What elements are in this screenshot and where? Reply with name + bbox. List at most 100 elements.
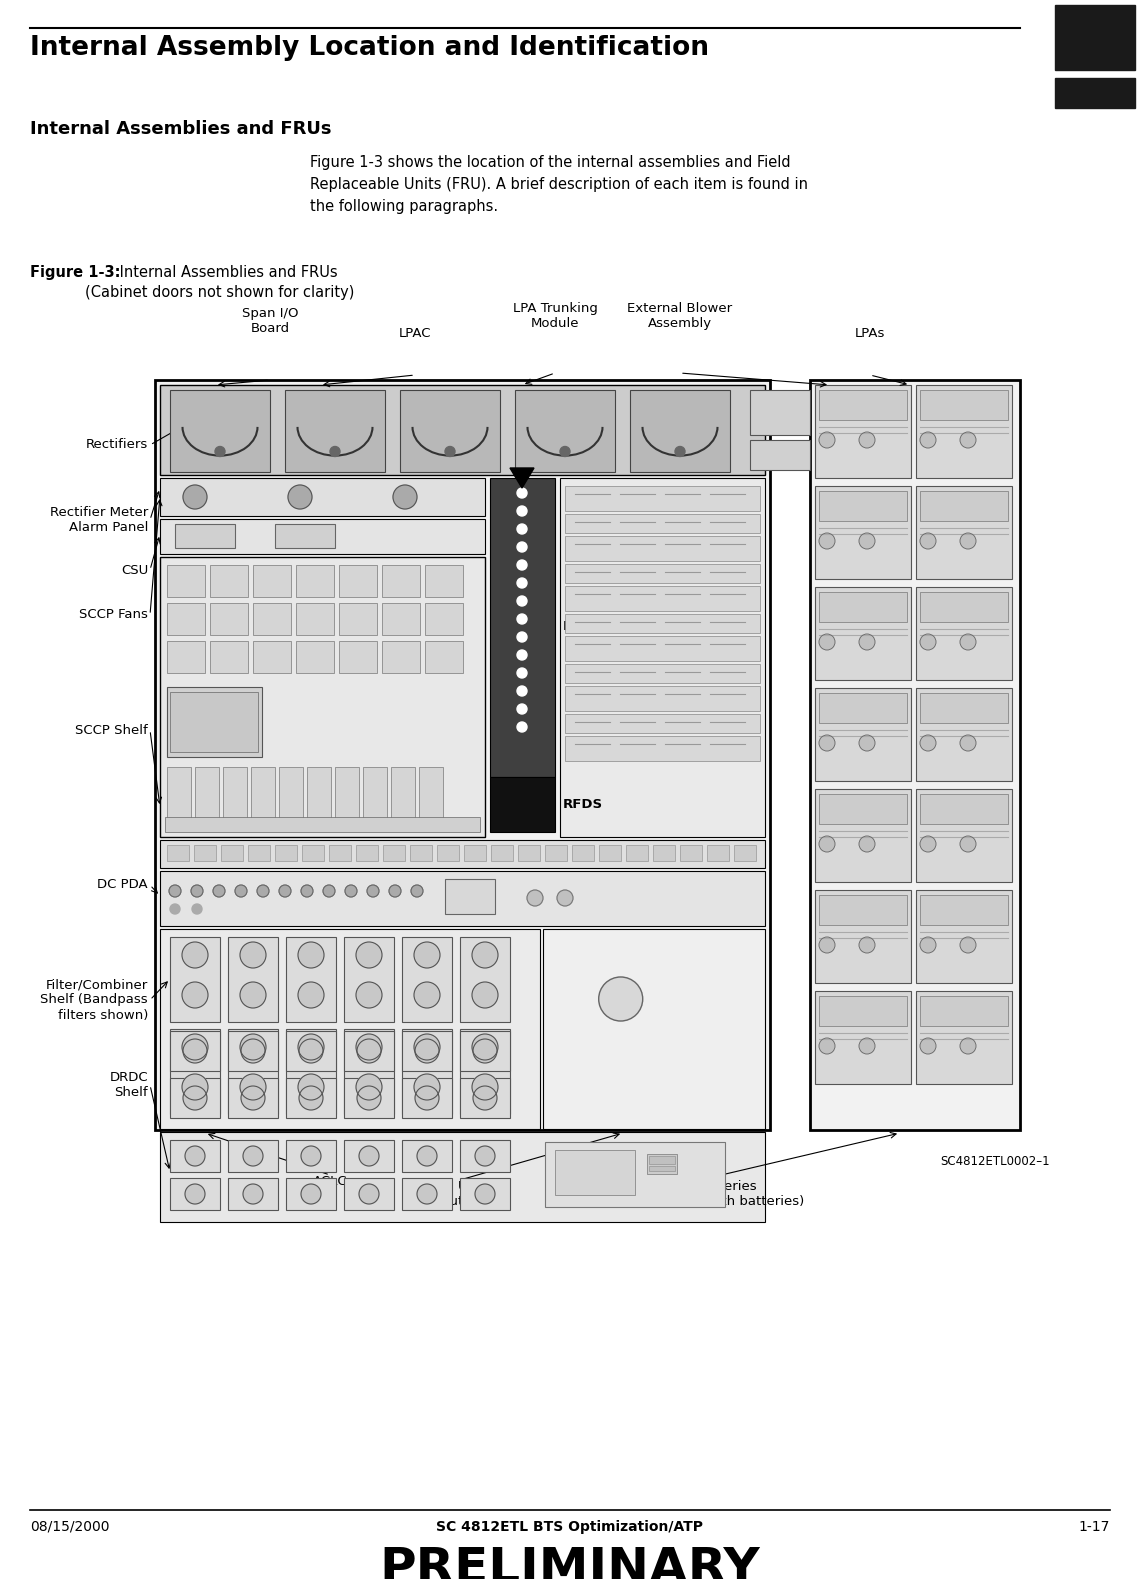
Bar [402, 1031, 451, 1071]
Text: RFDS: RFDS [563, 797, 603, 810]
Circle shape [299, 1039, 323, 1063]
Bar [819, 491, 907, 521]
Circle shape [243, 1184, 263, 1205]
Bar [228, 1030, 278, 1115]
Text: CSU: CSU [121, 564, 148, 576]
Bar [490, 777, 555, 832]
Circle shape [960, 936, 976, 954]
Circle shape [920, 635, 936, 651]
Bar [382, 603, 420, 635]
Text: Backup Batteries
(Heaters underneath batteries): Backup Batteries (Heaters underneath bat… [596, 1180, 804, 1208]
Bar [402, 936, 451, 1022]
Circle shape [241, 1034, 266, 1060]
Bar [402, 1078, 451, 1118]
Circle shape [819, 635, 834, 651]
Bar [286, 1140, 336, 1172]
Bar [750, 390, 811, 434]
Circle shape [518, 524, 527, 534]
Circle shape [415, 1039, 439, 1063]
Bar [491, 845, 513, 861]
Circle shape [329, 447, 340, 456]
Bar [302, 845, 324, 861]
Bar [815, 385, 911, 478]
Bar [296, 565, 334, 597]
Text: SCCP Shelf: SCCP Shelf [75, 723, 148, 736]
Circle shape [288, 485, 312, 508]
Text: SC4812ETL0002–1: SC4812ETL0002–1 [940, 1154, 1050, 1168]
Circle shape [960, 734, 976, 752]
Circle shape [417, 1146, 437, 1165]
Bar [649, 1156, 675, 1164]
Text: Rectifier Meter
Alarm Panel: Rectifier Meter Alarm Panel [50, 505, 148, 534]
Bar [166, 565, 205, 597]
Circle shape [279, 884, 291, 897]
Bar [402, 1178, 451, 1210]
Text: Internal Assemblies and FRUs: Internal Assemblies and FRUs [115, 265, 337, 279]
Bar [356, 845, 378, 861]
Circle shape [472, 943, 498, 968]
Circle shape [301, 1184, 321, 1205]
Circle shape [518, 578, 527, 587]
Bar [545, 1142, 725, 1206]
Bar [815, 587, 911, 681]
Text: 1: 1 [1089, 30, 1101, 49]
Circle shape [518, 561, 527, 570]
Circle shape [298, 1074, 324, 1101]
Circle shape [819, 1037, 834, 1055]
Bar [461, 936, 510, 1022]
Bar [344, 1178, 394, 1210]
Circle shape [184, 1086, 207, 1110]
Circle shape [182, 1034, 207, 1060]
Circle shape [301, 1146, 321, 1165]
Text: 1-17: 1-17 [1078, 1521, 1110, 1535]
Bar [170, 390, 270, 472]
Bar [165, 816, 480, 832]
Bar [819, 996, 907, 1026]
Bar [228, 1078, 278, 1118]
Bar [565, 564, 760, 583]
Circle shape [960, 433, 976, 448]
Bar [228, 1140, 278, 1172]
Circle shape [389, 884, 401, 897]
Bar [160, 928, 540, 1129]
Bar [339, 603, 377, 635]
Circle shape [860, 534, 876, 549]
Bar [170, 1031, 220, 1071]
Bar [565, 636, 760, 662]
Circle shape [860, 433, 876, 448]
Circle shape [557, 891, 573, 906]
Circle shape [182, 982, 207, 1007]
Circle shape [298, 982, 324, 1007]
Text: SC 4812ETL BTS Optimization/ATP: SC 4812ETL BTS Optimization/ATP [437, 1521, 703, 1535]
Bar [630, 390, 730, 472]
Circle shape [356, 1074, 382, 1101]
Circle shape [598, 977, 643, 1022]
Circle shape [472, 1074, 498, 1101]
Bar [707, 845, 728, 861]
Bar [819, 693, 907, 723]
Bar [815, 891, 911, 984]
Bar [734, 845, 756, 861]
Bar [166, 603, 205, 635]
Bar [555, 1150, 635, 1195]
Bar [920, 895, 1008, 925]
Text: SCCP Fans: SCCP Fans [79, 608, 148, 622]
Circle shape [819, 936, 834, 954]
Bar [402, 1140, 451, 1172]
Bar [425, 603, 463, 635]
Circle shape [367, 884, 378, 897]
Text: DC PDA: DC PDA [97, 878, 148, 892]
Bar [565, 535, 760, 561]
Bar [1054, 5, 1135, 69]
Circle shape [192, 905, 202, 914]
Bar [598, 845, 621, 861]
Bar [815, 486, 911, 579]
Circle shape [920, 433, 936, 448]
Bar [170, 692, 258, 752]
Circle shape [357, 1039, 381, 1063]
Bar [221, 845, 243, 861]
Bar [445, 880, 495, 914]
Bar [344, 1031, 394, 1071]
Bar [286, 936, 336, 1022]
Bar [425, 565, 463, 597]
